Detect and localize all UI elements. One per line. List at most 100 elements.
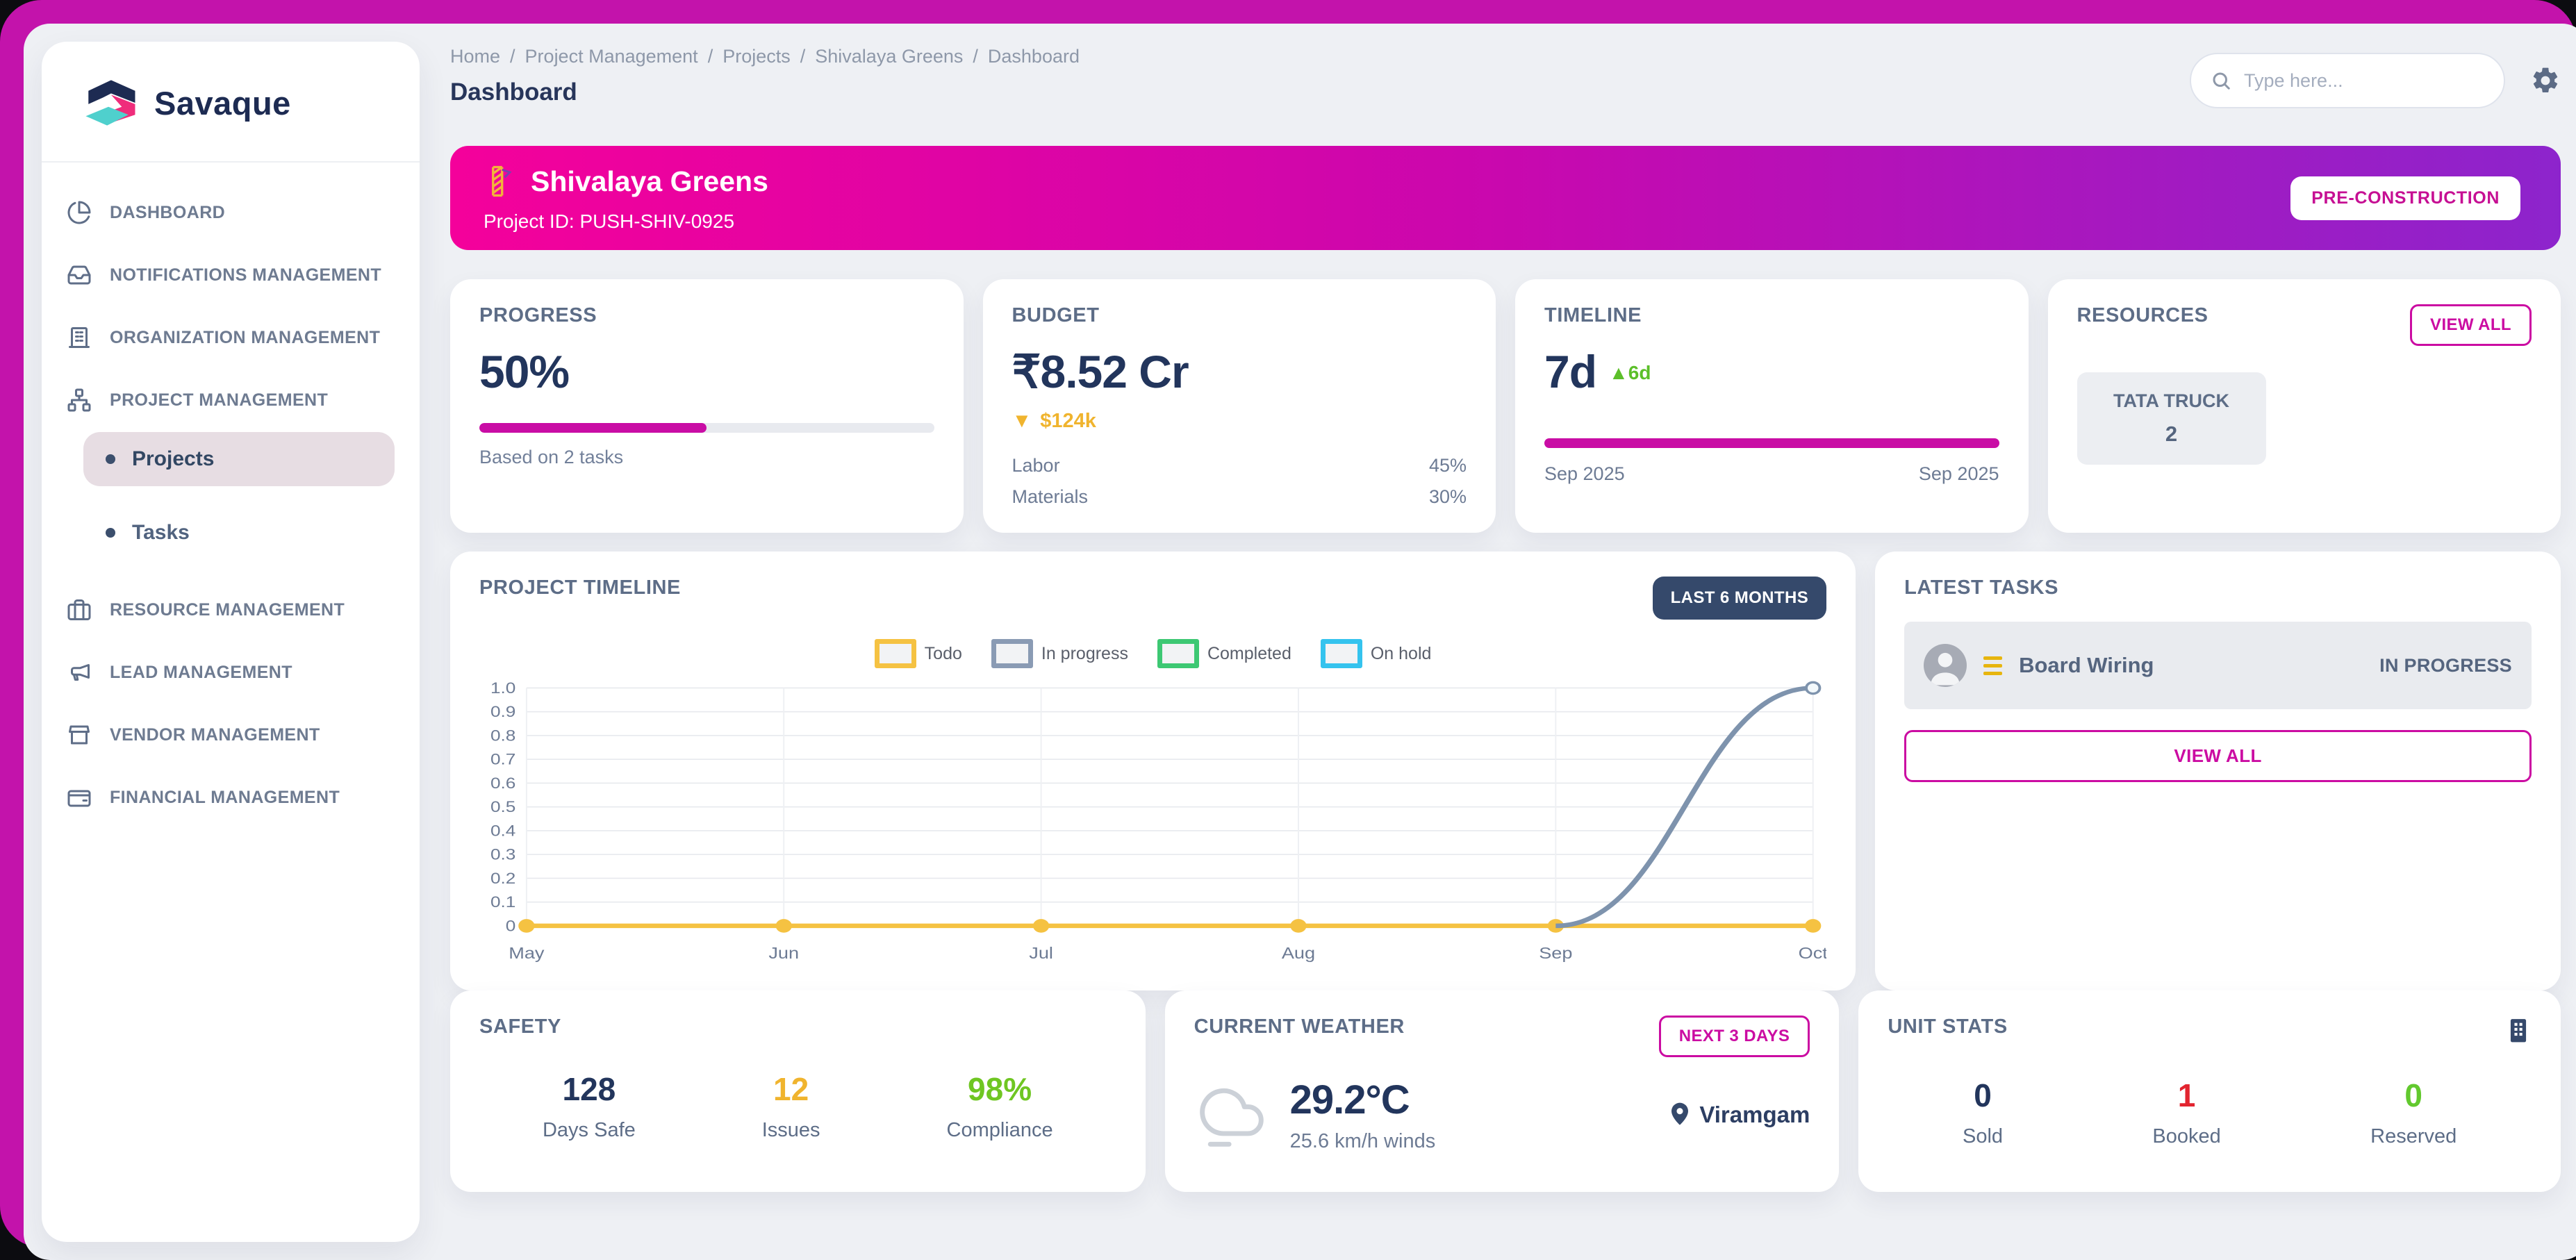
resource-name: TATA TRUCK — [2113, 390, 2229, 412]
stat-label: Sold — [1963, 1125, 2004, 1148]
sidebar-item-lead-management[interactable]: LEAD MANAGEMENT — [67, 660, 395, 685]
sidebar-item-label: DASHBOARD — [110, 202, 226, 222]
legend-label: On hold — [1370, 643, 1432, 663]
stat-column: 128 Days Safe — [543, 1070, 636, 1142]
progress-caption: Based on 2 tasks — [479, 447, 624, 468]
stat-column: 1 Booked — [2152, 1077, 2220, 1148]
task-name: Board Wiring — [2019, 653, 2154, 678]
brand[interactable]: Savaque — [67, 74, 395, 132]
breadcrumb-separator: / — [800, 46, 806, 67]
resource-count: 2 — [2165, 422, 2178, 447]
bullet-icon — [106, 528, 115, 538]
sidebar-subitem-tasks[interactable]: Tasks — [83, 506, 395, 560]
breadcrumb-separator: / — [707, 46, 713, 67]
svg-text:0.4: 0.4 — [490, 823, 515, 840]
location: Viramgam — [1669, 1101, 1810, 1129]
gear-icon[interactable] — [2530, 65, 2561, 96]
inbox-icon — [67, 263, 92, 288]
budget-row-label: Materials — [1012, 486, 1089, 508]
sidebar-item-notifications-management[interactable]: NOTIFICATIONS MANAGEMENT — [67, 263, 395, 288]
legend-item[interactable]: In progress — [991, 639, 1128, 669]
search-input[interactable] — [2243, 69, 2484, 92]
stat-value: 1 — [2177, 1077, 2196, 1114]
latest-tasks-card: LATEST TASKS Board Wiring IN PROGRESS VI… — [1875, 552, 2561, 991]
breadcrumb-link: Dashboard — [987, 46, 1080, 67]
main-content: Home / Project Management / Projects / Shivala… — [439, 42, 2570, 1242]
search-icon — [2213, 72, 2230, 90]
timeline-card: TIMELINE 7d ▲6d Sep 2025 Sep 2025 — [1515, 279, 2029, 533]
stat-value: 128 — [562, 1071, 616, 1108]
timeline-start: Sep 2025 — [1544, 463, 1625, 485]
stat-label: Reserved — [2370, 1125, 2457, 1148]
resources-card: RESOURCES VIEW ALL TATA TRUCK 2 — [2047, 279, 2561, 533]
timeline-value: 7d — [1544, 346, 1597, 398]
svg-text:Jun: Jun — [768, 945, 799, 963]
sidebar-item-dashboard[interactable]: DASHBOARD — [67, 200, 395, 225]
location-name: Viramgam — [1699, 1102, 1810, 1128]
briefcase-icon — [67, 597, 92, 622]
wind-speed: 25.6 km/h winds — [1289, 1130, 1436, 1153]
svg-text:0.3: 0.3 — [490, 847, 515, 864]
breadcrumb-separator: / — [973, 46, 978, 67]
budget-row: Materials 30% — [1012, 486, 1467, 508]
next-3-days-button[interactable]: NEXT 3 DAYS — [1658, 1016, 1810, 1058]
banner-project-id: Project ID: PUSH-SHIV-0925 — [484, 210, 735, 233]
card-title: RESOURCES — [2077, 304, 2208, 327]
sidebar-item-project-management[interactable]: PROJECT MANAGEMENT — [67, 388, 395, 413]
stat-value: 98% — [968, 1071, 1032, 1108]
sidebar-item-label: FINANCIAL MANAGEMENT — [110, 787, 340, 807]
breadcrumb-link[interactable]: Projects — [723, 46, 791, 67]
range-filter-badge[interactable]: LAST 6 MONTHS — [1652, 577, 1827, 620]
unit-stats: 0 Sold 1 Booked 0 Reserved — [1888, 1077, 2532, 1148]
stat-column: 0 Reserved — [2370, 1077, 2457, 1148]
legend-label: In progress — [1041, 643, 1128, 663]
search-box[interactable] — [2190, 53, 2505, 108]
breadcrumb-link[interactable]: Project Management — [525, 46, 698, 67]
down-triangle-icon: ▼ — [1012, 410, 1032, 433]
svg-text:0.8: 0.8 — [490, 728, 515, 745]
breadcrumb-separator: / — [510, 46, 515, 67]
svg-text:Sep: Sep — [1539, 945, 1572, 963]
legend-swatch — [1157, 639, 1199, 669]
brand-name: Savaque — [154, 84, 291, 122]
sidebar-item-resource-management[interactable]: RESOURCE MANAGEMENT — [67, 597, 395, 622]
card-title: BUDGET — [1012, 304, 1100, 327]
svg-text:Oct: Oct — [1799, 945, 1827, 963]
sidebar-subitem-projects[interactable]: Projects — [83, 432, 395, 486]
resources-view-all-button[interactable]: VIEW ALL — [2410, 304, 2532, 347]
breadcrumb: Home / Project Management / Projects / Shivala… — [450, 46, 1080, 67]
svg-text:0.2: 0.2 — [490, 870, 515, 888]
project-timeline-chart: 0 0.1 0.2 0.3 0.4 0.5 0.6 0.7 0.8 0.9 1.0 May Jun Jul… — [490, 680, 1827, 963]
resource-chip[interactable]: TATA TRUCK 2 — [2077, 372, 2266, 465]
task-row[interactable]: Board Wiring IN PROGRESS — [1904, 622, 2532, 710]
stat-value: 0 — [2404, 1077, 2423, 1114]
cloud-fog-icon — [1194, 1080, 1269, 1150]
map-pin-icon — [1671, 1103, 1689, 1126]
middle-row: PROJECT TIMELINE LAST 6 MONTHS Todo In pr… — [450, 552, 2561, 991]
sidebar: Savaque DASHBOARD NOTIFICATIONS MANAGEME… — [42, 42, 420, 1242]
sidebar-item-vendor-management[interactable]: VENDOR MANAGEMENT — [67, 722, 395, 747]
sidebar-item-label: ORGANIZATION MANAGEMENT — [110, 327, 381, 347]
stat-column: 98% Compliance — [947, 1070, 1053, 1142]
svg-text:0.7: 0.7 — [490, 752, 515, 769]
legend-item[interactable]: Completed — [1157, 639, 1291, 669]
legend-item[interactable]: Todo — [874, 639, 962, 669]
breadcrumb-link[interactable]: Shivalaya Greens — [815, 46, 964, 67]
megaphone-icon — [67, 660, 92, 685]
page-title: Dashboard — [450, 78, 577, 106]
budget-value: ₹8.52 Cr — [1012, 346, 1189, 398]
safety-stats: 128 Days Safe 12 Issues 98% Compliance — [479, 1070, 1116, 1142]
svg-text:0.9: 0.9 — [490, 704, 515, 721]
chart-legend: Todo In progress Completed On hold — [479, 639, 1826, 669]
card-title: LATEST TASKS — [1904, 577, 2059, 599]
card-title: PROGRESS — [479, 304, 597, 327]
svg-text:0.6: 0.6 — [490, 775, 515, 793]
budget-breakdown: Labor 45% Materials 30% — [1012, 455, 1467, 508]
legend-item[interactable]: On hold — [1320, 639, 1432, 669]
sidebar-item-label: NOTIFICATIONS MANAGEMENT — [110, 265, 382, 285]
breadcrumb-link[interactable]: Home — [450, 46, 501, 67]
tasks-view-all-button[interactable]: VIEW ALL — [1904, 730, 2532, 783]
sidebar-item-organization-management[interactable]: ORGANIZATION MANAGEMENT — [67, 325, 395, 350]
sidebar-item-financial-management[interactable]: FINANCIAL MANAGEMENT — [67, 785, 395, 810]
